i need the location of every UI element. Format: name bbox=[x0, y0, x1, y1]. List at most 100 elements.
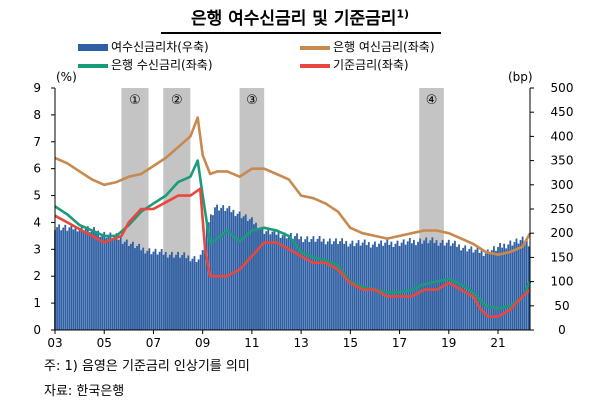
spread-bar-162 bbox=[386, 239, 389, 330]
x-tick-label-07: 07 bbox=[146, 336, 161, 350]
spread-bar-157 bbox=[376, 246, 378, 330]
spread-bar-67 bbox=[191, 258, 194, 330]
spread-bar-64 bbox=[185, 258, 188, 330]
spread-bar-103 bbox=[265, 231, 268, 330]
spread-bar-167 bbox=[396, 240, 399, 330]
spread-bar-178 bbox=[419, 238, 421, 330]
spread-bar-212 bbox=[488, 254, 491, 330]
spread-bar-26 bbox=[107, 235, 110, 330]
spread-bar-199 bbox=[462, 247, 465, 330]
right-tick-label-250: 250 bbox=[551, 202, 574, 216]
spread-bar-100 bbox=[259, 228, 261, 330]
left-tick-label-5: 5 bbox=[33, 189, 41, 203]
spread-bar-43 bbox=[142, 247, 145, 330]
spread-bar-96 bbox=[250, 217, 253, 330]
spread-bar-73 bbox=[203, 236, 206, 330]
left-tick-label-2: 2 bbox=[33, 269, 41, 283]
spread-bar-146 bbox=[353, 246, 356, 330]
spread-bar-76 bbox=[209, 214, 212, 330]
spread-bar-128 bbox=[316, 238, 319, 330]
spread-bar-36 bbox=[127, 245, 130, 330]
spread-bar-32 bbox=[119, 237, 122, 330]
spread-bar-138 bbox=[337, 243, 339, 330]
shaded-period-label-1: ① bbox=[129, 93, 141, 108]
spread-bar-159 bbox=[380, 240, 383, 330]
spread-bar-53 bbox=[162, 254, 165, 330]
left-tick-label-9: 9 bbox=[33, 81, 41, 95]
spread-bar-158 bbox=[378, 243, 380, 330]
series-line-3 bbox=[54, 187, 531, 318]
spread-bar-82 bbox=[222, 205, 225, 330]
spread-bar-15 bbox=[84, 228, 87, 330]
spread-bar-139 bbox=[339, 241, 341, 330]
chart-title-footnote: 1) bbox=[396, 7, 410, 21]
spread-bar-48 bbox=[152, 251, 155, 330]
spread-bar-13 bbox=[80, 225, 83, 330]
spread-bar-52 bbox=[160, 249, 163, 330]
spread-bar-230 bbox=[525, 240, 528, 330]
spread-bar-186 bbox=[435, 240, 438, 330]
spread-bar-163 bbox=[388, 244, 391, 330]
spread-bar-45 bbox=[146, 250, 149, 330]
spread-bar-122 bbox=[304, 239, 307, 330]
spread-bar-208 bbox=[480, 250, 483, 330]
spread-bar-56 bbox=[168, 254, 171, 330]
spread-bar-50 bbox=[156, 254, 159, 330]
spread-bar-228 bbox=[521, 236, 524, 330]
spread-bar-114 bbox=[287, 235, 290, 330]
spread-bar-229 bbox=[523, 242, 526, 330]
spread-bar-68 bbox=[193, 256, 196, 330]
right-tick-label-50: 50 bbox=[554, 299, 569, 313]
spread-bar-72 bbox=[201, 250, 204, 330]
x-tick-label-03: 03 bbox=[47, 336, 62, 350]
x-tick-label-11: 11 bbox=[244, 336, 259, 350]
spread-bar-101 bbox=[261, 226, 264, 330]
series-line-1 bbox=[54, 116, 532, 256]
spread-bar-210 bbox=[484, 253, 487, 330]
spread-bar-182 bbox=[427, 243, 430, 330]
spread-bar-155 bbox=[371, 244, 374, 330]
right-tick-label-200: 200 bbox=[551, 226, 574, 240]
spread-bar-31 bbox=[117, 239, 120, 330]
spread-bar-70 bbox=[197, 259, 200, 330]
spread-bar-39 bbox=[134, 248, 136, 330]
spread-bar-78 bbox=[214, 207, 216, 330]
spread-bar-106 bbox=[271, 231, 274, 330]
spread-bar-58 bbox=[173, 257, 175, 330]
spread-bar-108 bbox=[275, 234, 278, 330]
spread-bar-27 bbox=[109, 232, 112, 330]
spread-bar-223 bbox=[511, 245, 514, 330]
shaded-period-label-3: ③ bbox=[246, 93, 258, 108]
spread-bar-12 bbox=[78, 228, 81, 330]
spread-bar-28 bbox=[111, 238, 114, 330]
spread-bar-93 bbox=[244, 214, 247, 330]
right-axis-unit: (bp) bbox=[508, 70, 533, 84]
spread-bar-125 bbox=[310, 239, 313, 330]
x-tick-label-05: 05 bbox=[97, 336, 112, 350]
x-tick-label-21: 21 bbox=[490, 336, 505, 350]
spread-bar-222 bbox=[509, 240, 512, 330]
left-axis-unit: (%) bbox=[56, 70, 77, 84]
spread-bar-66 bbox=[189, 261, 192, 330]
spread-bar-191 bbox=[445, 242, 448, 330]
spread-bar-104 bbox=[267, 228, 270, 330]
spread-bar-30 bbox=[115, 233, 118, 330]
legend-swatch-spread bbox=[78, 44, 108, 51]
spread-bar-161 bbox=[384, 242, 387, 330]
spread-bar-214 bbox=[493, 246, 495, 330]
spread-bar-216 bbox=[497, 246, 499, 330]
spread-bar-220 bbox=[505, 248, 508, 330]
legend-label-lending: 은행 여신금리(좌축) bbox=[333, 40, 435, 54]
spread-bar-40 bbox=[136, 245, 138, 330]
spread-bar-141 bbox=[343, 243, 346, 330]
spread-bar-80 bbox=[218, 210, 220, 330]
spread-bar-121 bbox=[302, 242, 305, 330]
spread-bar-63 bbox=[183, 252, 186, 330]
spread-bar-160 bbox=[382, 245, 385, 330]
x-tick-label-19: 19 bbox=[441, 336, 456, 350]
spread-bar-37 bbox=[129, 243, 132, 330]
spread-bar-77 bbox=[212, 215, 214, 330]
spread-bar-86 bbox=[230, 212, 233, 330]
spread-bar-171 bbox=[404, 244, 407, 330]
legend-label-spread: 여수신금리차(우축) bbox=[111, 40, 209, 54]
